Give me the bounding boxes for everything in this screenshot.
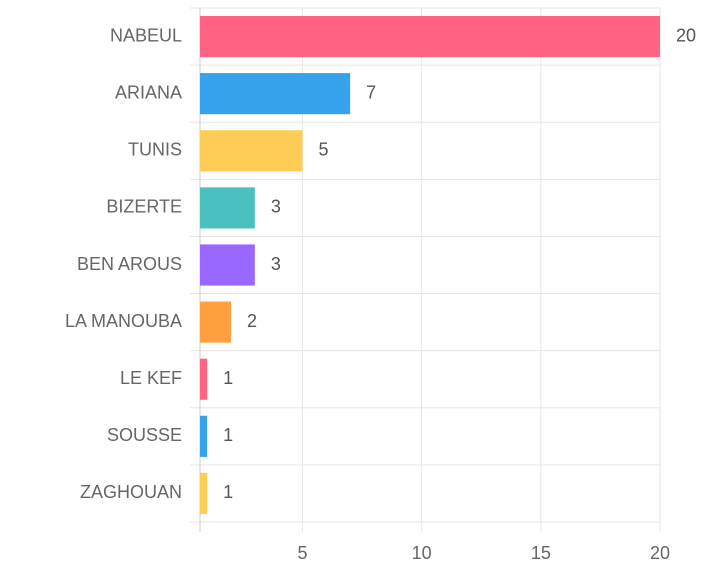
bar xyxy=(200,358,208,400)
y-tick-label: LE KEF xyxy=(120,368,182,388)
bar xyxy=(200,73,351,115)
value-label: 1 xyxy=(223,368,233,388)
value-label: 5 xyxy=(318,140,328,160)
value-label: 3 xyxy=(271,197,281,217)
bar xyxy=(200,15,660,58)
bar xyxy=(200,415,208,457)
y-tick-label: LA MANOUBA xyxy=(65,311,182,331)
y-tick-label: ARIANA xyxy=(115,82,182,102)
y-tick-label: SOUSSE xyxy=(107,425,182,445)
value-label: 2 xyxy=(247,311,257,331)
x-tick-label: 10 xyxy=(412,543,432,563)
x-tick-label: 5 xyxy=(297,543,307,563)
value-label: 3 xyxy=(271,254,281,274)
y-tick-label: BEN AROUS xyxy=(77,254,182,274)
value-label: 20 xyxy=(676,25,696,45)
bar xyxy=(200,130,303,172)
bar xyxy=(200,472,208,515)
y-tick-label: ZAGHOUAN xyxy=(80,482,182,502)
x-tick-label: 20 xyxy=(650,543,670,563)
y-tick-label: TUNIS xyxy=(128,140,182,160)
value-label: 7 xyxy=(366,82,376,102)
value-label: 1 xyxy=(223,482,233,502)
y-tick-label: BIZERTE xyxy=(106,197,182,217)
y-tick-label: NABEUL xyxy=(110,25,182,45)
x-tick-label: 15 xyxy=(531,543,551,563)
value-label: 1 xyxy=(223,425,233,445)
bar xyxy=(200,244,255,286)
bar xyxy=(200,187,255,229)
bar xyxy=(200,301,231,343)
